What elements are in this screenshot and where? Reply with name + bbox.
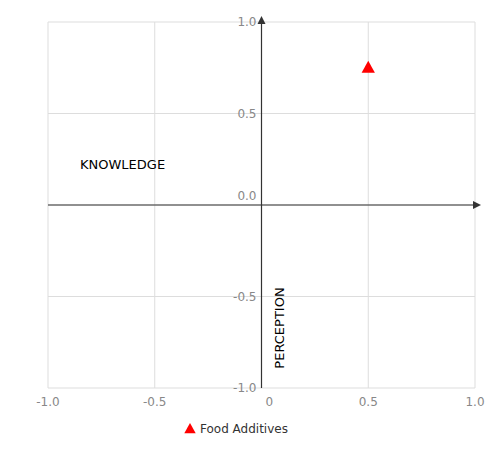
x-tick-label: -0.5	[143, 395, 166, 409]
y-tick-label: -0.5	[233, 290, 256, 304]
grid	[48, 22, 475, 388]
legend-label: Food Additives	[200, 422, 288, 436]
y-axis-arrow	[258, 16, 266, 24]
x-axis-arrow	[473, 201, 481, 209]
y-tick-label: 1.0	[237, 15, 256, 29]
x-tick-label: 0	[266, 395, 274, 409]
annotation: PERCEPTION	[272, 287, 287, 368]
points	[362, 61, 375, 73]
y-tick-label: 0.0	[237, 189, 256, 203]
grid-line-x	[261, 22, 262, 388]
y-tick-label: -1.0	[233, 381, 256, 395]
legend: Food Additives	[184, 422, 288, 436]
x-tick-label: -1.0	[36, 395, 59, 409]
y-tick-label: 0.5	[237, 107, 256, 121]
y-axis	[261, 22, 262, 388]
legend-marker	[184, 423, 195, 433]
annotation: KNOWLEDGE	[80, 157, 165, 172]
x-tick-label: 0.5	[359, 395, 378, 409]
x-tick-label: 1.0	[465, 395, 484, 409]
axes	[48, 16, 481, 388]
tick-labels: -1.0 -0.5 0 0.5 1.0 -1.0 -0.5 0.0 0.5 1.0	[36, 15, 484, 409]
point	[362, 61, 375, 73]
background	[0, 0, 500, 455]
chart: -1.0 -0.5 0 0.5 1.0 -1.0 -0.5 0.0 0.5 1.0 KNOWLEDG…	[0, 0, 500, 455]
